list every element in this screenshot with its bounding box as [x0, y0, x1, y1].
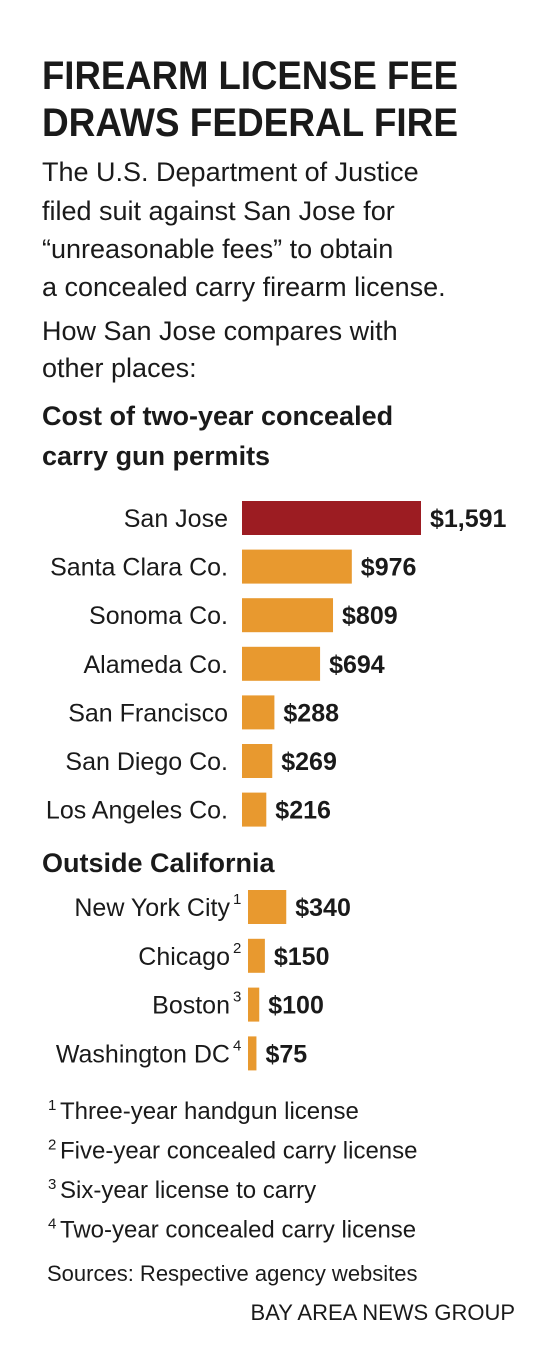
note-marker: 4 [48, 1216, 56, 1233]
category-label: Alameda Co. [83, 651, 228, 679]
value-label: $288 [283, 699, 339, 727]
category-label: San Jose [124, 505, 228, 533]
chart-title: carry gun permits [42, 441, 270, 471]
value-label: $694 [329, 651, 385, 679]
footnote-marker: 2 [233, 940, 241, 957]
note-text: Two-year concealed carry license [60, 1217, 416, 1244]
footnote-marker: 1 [233, 891, 241, 908]
credit: BAY AREA NEWS GROUP [251, 1300, 515, 1325]
bar [242, 598, 334, 633]
bar [242, 549, 352, 584]
category-label: Sonoma Co. [89, 602, 228, 630]
category-label: San Francisco [68, 699, 228, 727]
intro-line: How San Jose compares with [42, 316, 398, 346]
description-line: “unreasonable fees” to obtain [42, 234, 393, 264]
bar [242, 501, 421, 535]
value-label: $150 [274, 943, 330, 971]
note-marker: 1 [48, 1097, 56, 1114]
note-marker: 3 [48, 1176, 56, 1193]
chart-title: Cost of two-year concealed [42, 401, 393, 431]
bar [242, 792, 267, 827]
bar [248, 938, 265, 973]
value-label: $1,591 [430, 505, 507, 533]
chart-title: Outside California [42, 848, 276, 878]
value-label: $809 [342, 602, 398, 630]
category-label: Washington DC [56, 1040, 230, 1068]
value-label: $100 [268, 992, 324, 1020]
intro-line: other places: [42, 353, 197, 383]
footnote-marker: 4 [233, 1037, 241, 1054]
note-text: Six-year license to carry [60, 1177, 316, 1204]
bar [242, 695, 275, 730]
category-label: Boston [152, 992, 230, 1020]
source: Sources: Respective agency websites [47, 1261, 418, 1286]
bar [242, 646, 321, 681]
category-label: New York City [74, 894, 230, 922]
value-label: $75 [265, 1040, 307, 1068]
footnote-marker: 3 [233, 989, 241, 1006]
bar [248, 890, 287, 924]
note-marker: 2 [48, 1137, 56, 1154]
value-label: $976 [361, 554, 417, 582]
title-line: FIREARM LICENSE FEE [42, 54, 458, 98]
bar [248, 1036, 257, 1071]
category-label: San Diego Co. [65, 748, 228, 776]
value-label: $269 [281, 748, 337, 776]
category-label: Chicago [138, 943, 230, 971]
title-line: DRAWS FEDERAL FIRE [42, 101, 458, 145]
value-label: $340 [295, 894, 351, 922]
value-label: $216 [275, 797, 331, 825]
description-line: filed suit against San Jose for [42, 196, 395, 226]
bar [242, 744, 273, 778]
description-line: a concealed carry firearm license. [42, 272, 446, 302]
bar [248, 987, 260, 1022]
description-line: The U.S. Department of Justice [42, 157, 419, 187]
note-text: Three-year handgun license [60, 1098, 359, 1125]
note-text: Five-year concealed carry license [60, 1138, 417, 1165]
category-label: Los Angeles Co. [46, 797, 228, 825]
category-label: Santa Clara Co. [50, 554, 228, 582]
